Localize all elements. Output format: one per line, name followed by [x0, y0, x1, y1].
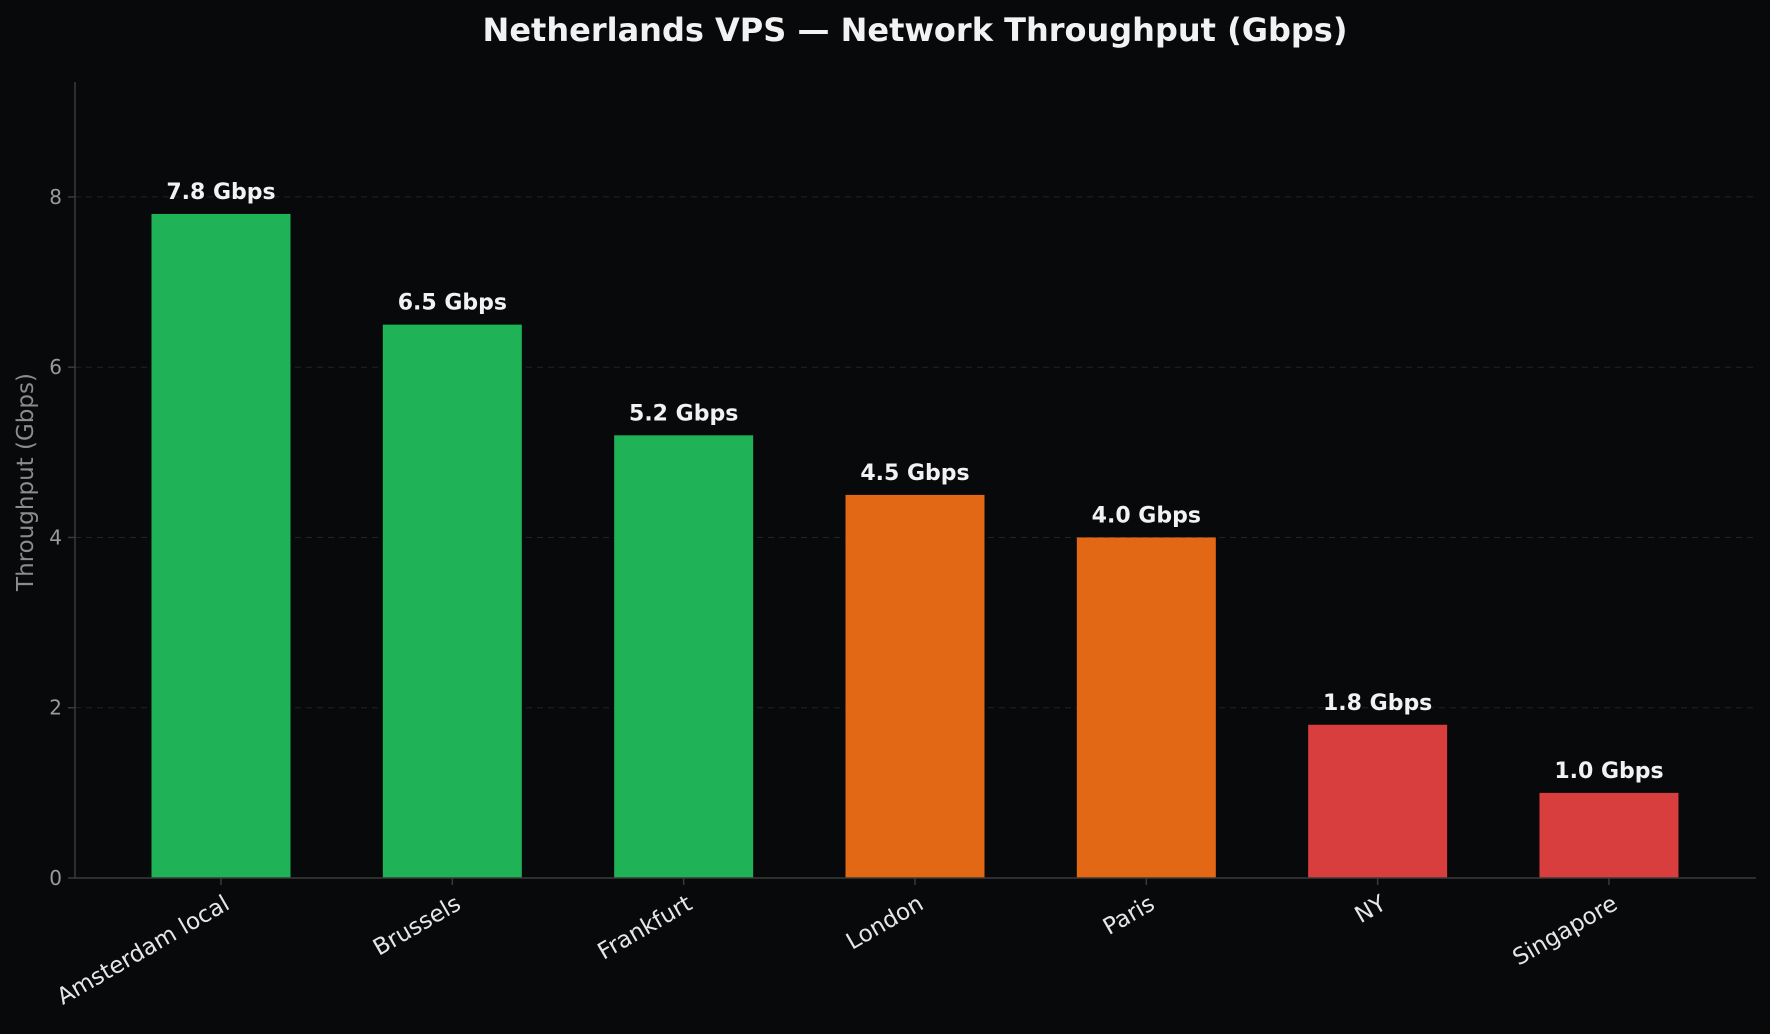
- bar-value-label: 1.8 Gbps: [1323, 691, 1432, 716]
- bar-value-label: 4.0 Gbps: [1092, 503, 1201, 528]
- bar-value-labels: 7.8 Gbps 6.5 Gbps 5.2 Gbps 4.5 Gbps 4.0 Gbps…: [166, 180, 1663, 784]
- bar-value-label: 6.5 Gbps: [398, 291, 507, 316]
- bar-value-label: 7.8 Gbps: [166, 180, 275, 205]
- bar-value-label: 5.2 Gbps: [629, 401, 738, 426]
- bar: [1076, 537, 1216, 878]
- bars: [151, 213, 1679, 879]
- y-tick-label: 8: [49, 185, 62, 209]
- y-tick-label: 0: [49, 866, 62, 890]
- y-tick-label: 4: [49, 525, 62, 549]
- y-tick-label: 2: [49, 696, 62, 720]
- chart-title: Netherlands VPS — Network Throughput (Gb…: [483, 11, 1348, 49]
- y-axis-label: Throughput (Gbps): [13, 373, 39, 592]
- bar: [1539, 792, 1679, 878]
- bar: [614, 435, 754, 878]
- y-tick-label: 6: [49, 355, 62, 379]
- bar: [151, 213, 291, 878]
- bar: [845, 494, 985, 878]
- bar-value-label: 1.0 Gbps: [1554, 759, 1663, 784]
- bar: [382, 324, 522, 879]
- bar-value-label: 4.5 Gbps: [860, 461, 969, 486]
- bar: [1308, 724, 1448, 878]
- y-axis-ticks: 0 2 4 6 8: [49, 185, 75, 890]
